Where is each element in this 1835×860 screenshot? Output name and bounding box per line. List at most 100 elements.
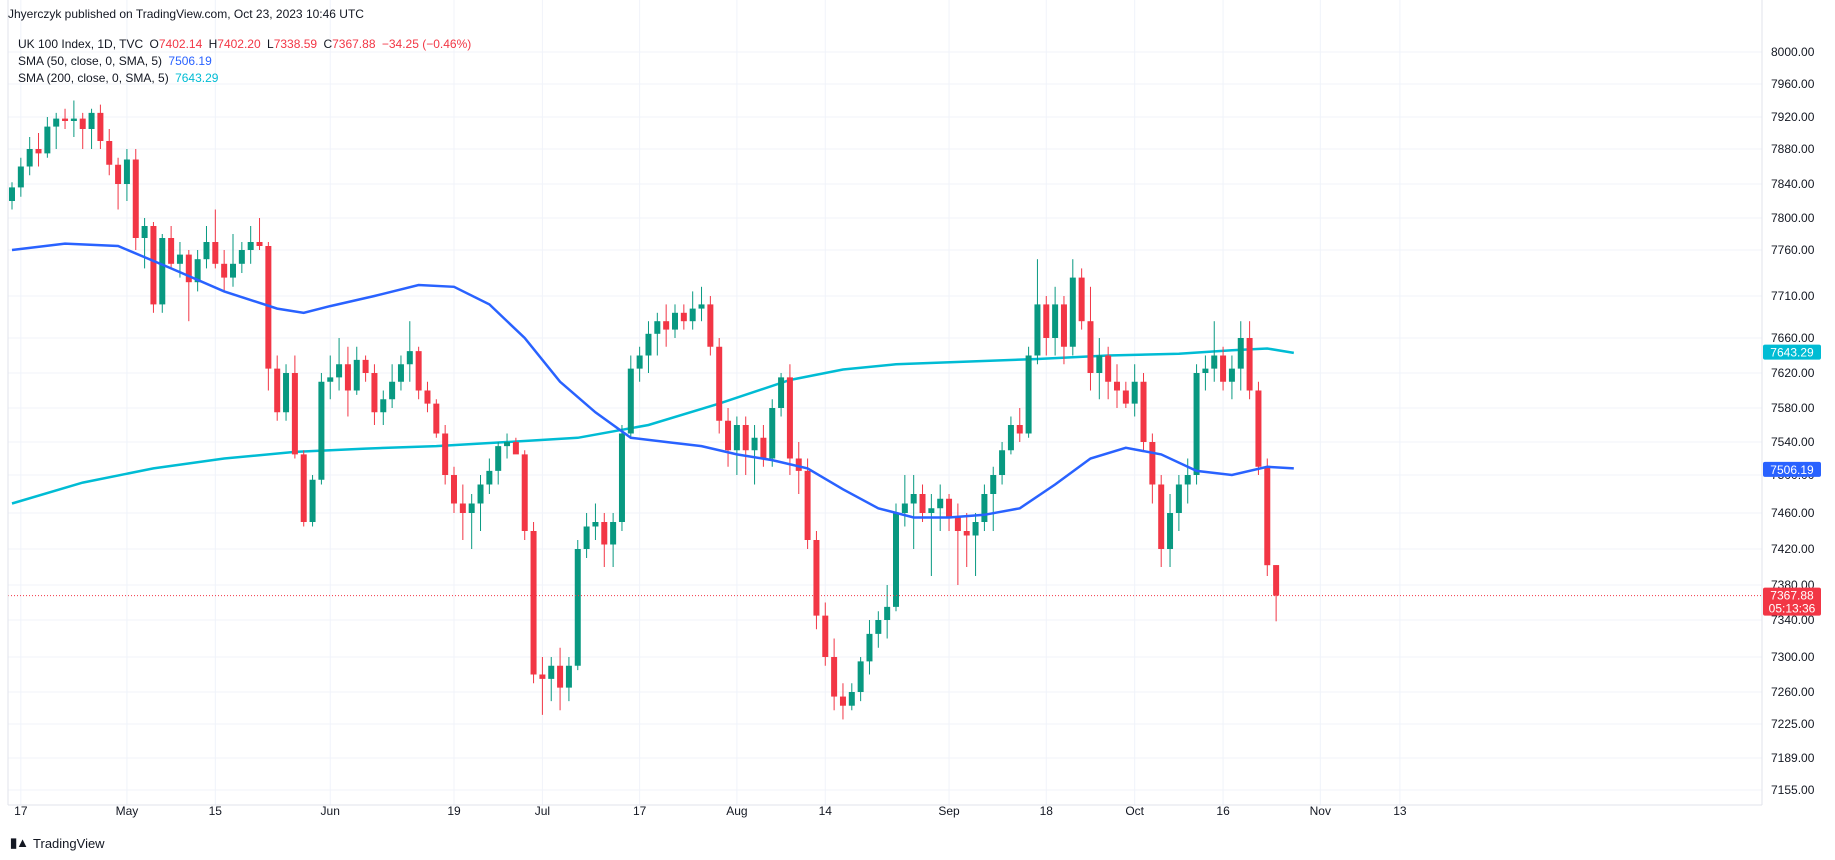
candle	[344, 346, 351, 417]
candle	[1131, 364, 1138, 417]
candle	[1025, 346, 1032, 438]
candle-body	[336, 364, 343, 378]
sma200-legend-row[interactable]: SMA (200, close, 0, SMA, 5) 7643.29	[18, 70, 471, 87]
candle	[159, 234, 166, 313]
candle-body	[371, 373, 378, 413]
candle	[937, 484, 944, 531]
candle	[716, 338, 723, 434]
candle	[1202, 355, 1209, 391]
candle-body	[230, 263, 236, 278]
high-label: H	[208, 37, 218, 51]
candle	[733, 416, 740, 475]
candle	[1096, 338, 1103, 400]
x-tick-label: 16	[1216, 804, 1230, 818]
candle-body	[981, 494, 988, 522]
candle-body	[716, 346, 723, 421]
candle-body	[521, 454, 528, 531]
y-tick-label: 7540.00	[1771, 435, 1815, 449]
candle	[230, 234, 236, 287]
candle	[291, 355, 298, 459]
candle	[530, 522, 537, 684]
candle	[309, 475, 316, 527]
candle	[910, 475, 917, 549]
candle	[17, 157, 24, 197]
tradingview-logo[interactable]: ▮▲ TradingView	[10, 835, 105, 851]
candle-body	[848, 692, 855, 706]
candle-body	[203, 242, 210, 260]
candle	[486, 458, 493, 494]
candle-body	[822, 615, 829, 657]
sma50-price-tag-bg	[1763, 461, 1821, 477]
candle-body	[291, 373, 298, 455]
candle	[380, 390, 387, 425]
candle-body	[70, 118, 77, 121]
y-tick-label: 7225.00	[1771, 717, 1815, 731]
candle	[150, 222, 157, 313]
candle-body	[654, 321, 661, 334]
candle-body	[760, 437, 767, 459]
candle-body	[663, 321, 670, 330]
candle-body	[610, 522, 617, 545]
candle-body	[1220, 355, 1227, 382]
candle	[185, 250, 192, 322]
candle-body	[725, 420, 732, 451]
candle-body	[442, 433, 449, 475]
candle	[221, 250, 228, 292]
candle-body	[344, 364, 351, 391]
candle	[928, 494, 935, 576]
current-price-tag-text: 7367.88	[1770, 589, 1814, 603]
candle-body	[88, 112, 95, 129]
candle	[946, 494, 953, 531]
candle-body	[97, 112, 104, 141]
candle	[1167, 494, 1174, 567]
candle-body	[530, 531, 537, 675]
candle-body	[601, 522, 608, 545]
candle-body	[769, 408, 776, 459]
candle	[1105, 346, 1112, 400]
chart-legend: UK 100 Index, 1D, TVC O7402.14 H7402.20 …	[18, 36, 471, 87]
candle-body	[1007, 425, 1014, 451]
candle	[610, 513, 617, 567]
candle	[459, 484, 466, 540]
candle-body	[804, 470, 811, 540]
candle-body	[680, 312, 687, 322]
candle-body	[557, 665, 564, 688]
candle-body	[283, 373, 290, 413]
ohlc-legend-row[interactable]: UK 100 Index, 1D, TVC O7402.14 H7402.20 …	[18, 36, 471, 53]
candle-body	[26, 149, 33, 167]
candle	[79, 112, 86, 149]
candle-body	[1193, 373, 1200, 475]
candle	[424, 381, 431, 413]
open-label: O	[149, 37, 159, 51]
candle-body	[1025, 355, 1032, 434]
candle-body	[919, 494, 926, 513]
candle	[999, 442, 1006, 485]
close-value: 7367.88	[332, 37, 376, 51]
candle	[601, 513, 608, 567]
candle	[1060, 296, 1067, 365]
candle	[1122, 381, 1129, 408]
candle	[1246, 321, 1253, 400]
candle	[353, 346, 360, 395]
candle-body	[1060, 304, 1067, 347]
sma50-legend-row[interactable]: SMA (50, close, 0, SMA, 5) 7506.19	[18, 53, 471, 70]
candle	[663, 304, 670, 347]
candle-body	[123, 159, 130, 184]
candle-body	[353, 359, 360, 391]
candle-body	[17, 166, 24, 188]
candle-body	[1087, 321, 1094, 373]
tradingview-logo-icon: ▮▲	[10, 835, 29, 850]
candle-body	[910, 494, 917, 504]
x-tick-label: Nov	[1310, 804, 1331, 818]
x-tick-label: 17	[633, 804, 647, 818]
candle-body	[946, 498, 953, 518]
candle	[786, 364, 793, 475]
candle-body	[592, 522, 599, 527]
candle	[831, 638, 838, 711]
candle	[557, 647, 564, 711]
candle	[300, 450, 307, 527]
candle	[1007, 416, 1014, 455]
candle	[468, 494, 475, 549]
candle-body	[1273, 565, 1280, 596]
